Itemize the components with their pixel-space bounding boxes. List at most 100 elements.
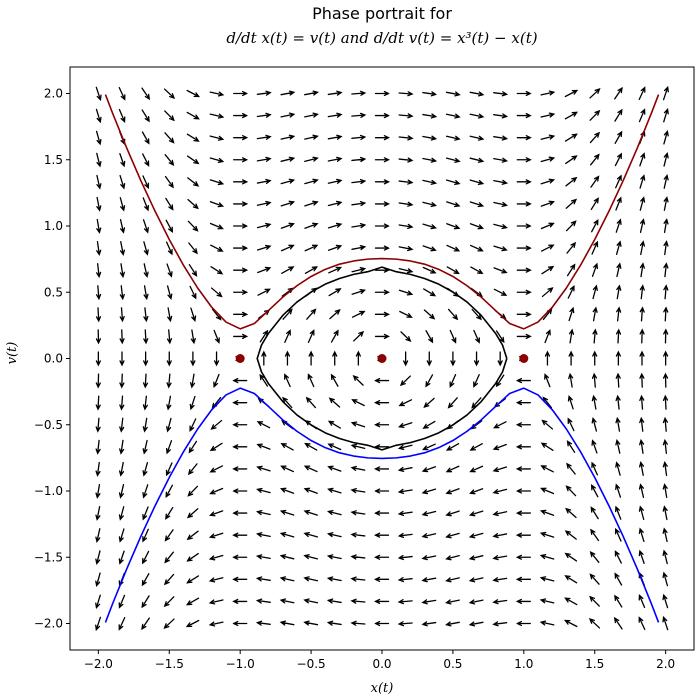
field-arrow xyxy=(232,377,248,384)
field-arrow xyxy=(233,245,249,251)
field-arrow xyxy=(303,620,319,626)
field-arrow xyxy=(423,288,437,297)
field-arrow xyxy=(426,351,432,367)
field-arrow xyxy=(96,241,102,256)
field-arrow xyxy=(468,599,484,605)
field-arrow xyxy=(615,196,622,211)
field-arrow xyxy=(515,444,531,450)
field-arrow xyxy=(493,201,508,207)
field-arrow xyxy=(280,442,294,451)
field-arrow xyxy=(208,532,224,539)
field-arrow xyxy=(589,551,600,563)
field-arrow xyxy=(256,487,271,494)
field-arrow xyxy=(662,505,668,521)
field-arrow xyxy=(95,130,102,146)
field-arrow xyxy=(303,465,318,473)
field-arrow xyxy=(119,373,125,389)
field-arrow xyxy=(256,178,272,184)
field-arrow xyxy=(210,287,223,298)
field-arrow xyxy=(565,507,577,519)
field-arrow xyxy=(353,330,365,342)
field-arrow xyxy=(544,373,551,388)
field-arrow xyxy=(421,555,437,561)
field-arrow xyxy=(662,438,668,454)
field-arrow xyxy=(422,91,438,97)
field-arrow xyxy=(95,528,101,543)
field-arrow xyxy=(591,417,598,432)
field-arrow xyxy=(592,284,598,300)
field-arrow xyxy=(350,510,366,516)
field-arrow xyxy=(374,90,390,97)
field-arrow xyxy=(421,488,437,495)
field-arrow xyxy=(615,350,621,366)
field-arrow xyxy=(493,113,509,119)
field-arrow xyxy=(233,112,249,119)
field-arrow xyxy=(591,240,599,255)
field-arrow xyxy=(119,285,125,301)
field-arrow xyxy=(208,621,224,627)
field-arrow xyxy=(329,309,341,320)
field-arrow xyxy=(540,90,556,96)
field-arrow xyxy=(590,483,599,498)
field-arrow xyxy=(185,597,200,606)
field-arrow xyxy=(304,156,319,162)
field-arrow xyxy=(591,372,598,388)
field-arrow xyxy=(232,532,248,538)
field-arrow xyxy=(639,284,645,300)
field-arrow xyxy=(445,443,460,451)
field-arrow xyxy=(163,88,176,99)
equilibrium-point xyxy=(235,354,245,363)
field-arrow xyxy=(330,329,339,343)
field-arrow xyxy=(639,218,646,233)
x-tick-label: −1.5 xyxy=(155,657,184,671)
field-arrow xyxy=(350,421,366,428)
field-arrow xyxy=(259,373,269,387)
field-arrow xyxy=(304,134,319,140)
field-arrow xyxy=(166,395,172,411)
field-arrow xyxy=(541,287,554,298)
trajectory-line-2 xyxy=(104,387,660,623)
field-arrow xyxy=(568,328,575,344)
field-arrow xyxy=(662,549,668,565)
field-arrow xyxy=(118,616,126,631)
field-arrow xyxy=(142,528,149,543)
field-arrow xyxy=(213,329,220,344)
field-arrow xyxy=(445,510,460,517)
field-arrow xyxy=(567,395,574,410)
field-arrow xyxy=(515,576,531,582)
field-arrow xyxy=(280,90,296,96)
field-arrow xyxy=(327,487,342,494)
field-arrow xyxy=(374,289,390,295)
field-arrow xyxy=(280,222,295,229)
field-arrow xyxy=(492,511,508,517)
field-arrow xyxy=(421,577,437,583)
field-arrow xyxy=(141,109,150,123)
field-arrow xyxy=(397,599,413,605)
field-arrow xyxy=(186,530,199,541)
field-arrow xyxy=(95,417,101,433)
field-arrow xyxy=(119,439,125,455)
field-arrow xyxy=(374,488,390,494)
field-arrow xyxy=(374,201,390,207)
equilibrium-points xyxy=(235,354,529,363)
field-arrow xyxy=(326,576,342,582)
field-arrow xyxy=(256,222,272,229)
field-arrow xyxy=(663,174,669,189)
field-arrow xyxy=(469,488,484,495)
field-arrow xyxy=(615,328,622,344)
field-arrow xyxy=(303,598,319,604)
field-arrow xyxy=(303,576,319,582)
field-arrow xyxy=(445,577,460,583)
field-arrow xyxy=(540,156,556,163)
field-arrow xyxy=(516,245,532,251)
field-arrow xyxy=(374,311,390,317)
field-arrow xyxy=(142,373,149,389)
field-arrow xyxy=(166,351,172,367)
field-arrow xyxy=(397,510,413,517)
field-arrow xyxy=(639,262,645,278)
field-arrow xyxy=(614,527,622,542)
field-arrow xyxy=(95,439,101,455)
field-arrow xyxy=(351,223,367,229)
field-arrow xyxy=(232,510,248,516)
chart-title-line2: d/dt x(t) = v(t) and d/dt v(t) = x³(t) −… xyxy=(226,29,537,47)
